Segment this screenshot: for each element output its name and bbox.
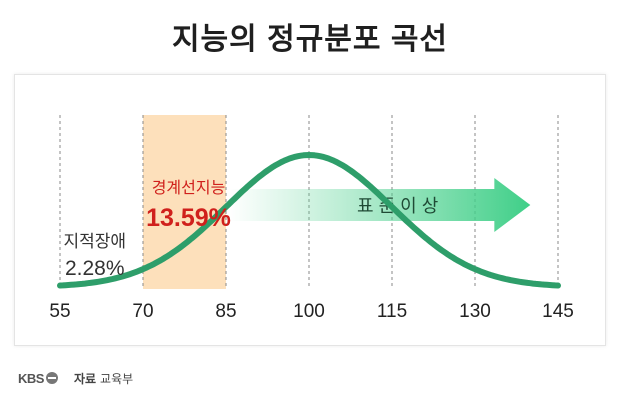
borderline-intelligence-value: 13.59% (146, 204, 231, 232)
chart-svg: 표 준 이 상 55 70 85 100 115 130 145 지적장애 2.28% 경계선지… (49, 115, 574, 322)
kbs-logo: KBS (18, 371, 58, 386)
intellectual-disability-label: 지적장애 (63, 232, 126, 251)
x-tick-label-115: 115 (377, 301, 407, 322)
kbs-logo-text: KBS (18, 370, 44, 386)
intellectual-disability-value: 2.28% (65, 257, 125, 280)
source-credit: 자료 교육부 (74, 370, 133, 387)
source-value: 교육부 (100, 371, 134, 386)
above-standard-arrow (229, 178, 531, 232)
x-tick-label-145: 145 (542, 301, 574, 322)
footer: KBS 자료 교육부 (18, 368, 133, 388)
above-standard-label: 표 준 이 상 (357, 196, 438, 216)
x-tick-label-100: 100 (293, 301, 325, 322)
x-tick-label-55: 55 (49, 301, 70, 322)
borderline-intelligence-label: 경계선지능 (152, 179, 226, 197)
x-tick-label-85: 85 (215, 301, 236, 322)
kbs-logo-icon (45, 372, 58, 384)
x-tick-label-130: 130 (459, 301, 491, 322)
normal-curve (57, 152, 561, 289)
x-tick-label-70: 70 (132, 301, 153, 322)
source-label: 자료 (73, 371, 97, 386)
page-title: 지능의 정규분포 곡선 (171, 23, 449, 56)
chart-panel: 표 준 이 상 55 70 85 100 115 130 145 지적장애 2.28% 경계선지… (14, 74, 606, 346)
